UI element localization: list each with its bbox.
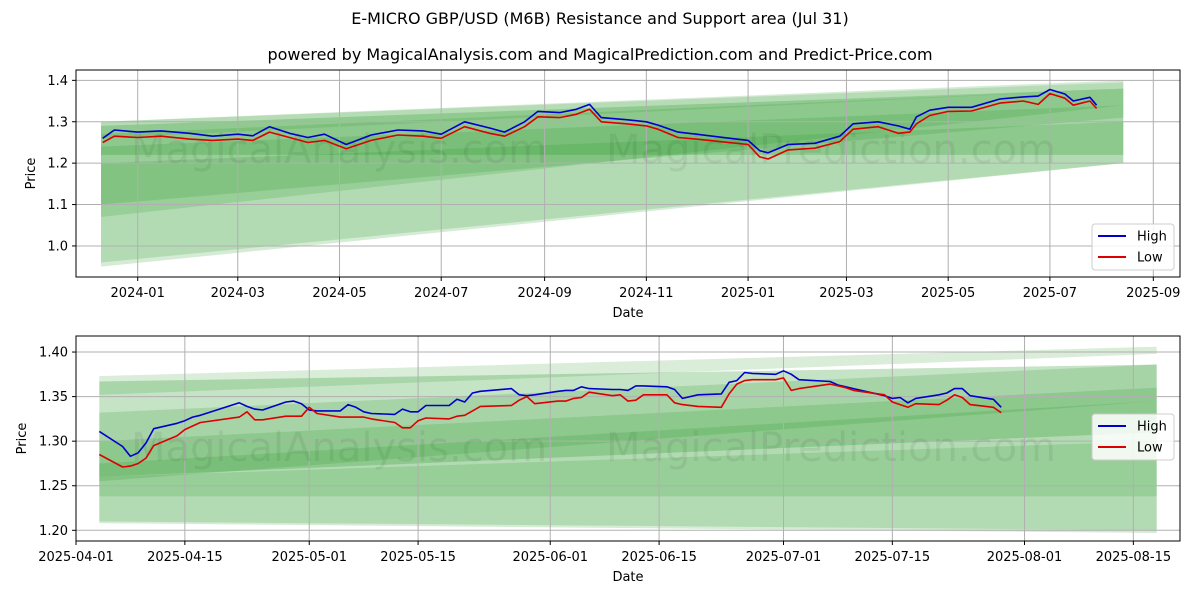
y-tick-label: 1.1 (47, 198, 68, 213)
legend-label-high: High (1137, 420, 1167, 435)
x-tick-label: 2025-01 (721, 286, 775, 301)
y-tick-label: 1.2 (47, 157, 68, 172)
x-tick-label: 2025-08-15 (1096, 550, 1172, 565)
y-tick-label: 1.4 (47, 74, 68, 89)
y-tick-label: 1.20 (39, 524, 68, 539)
x-tick-label: 2024-07 (414, 286, 468, 301)
y-axis-label: Price (15, 423, 30, 455)
series-line-high (102, 88, 1098, 154)
legend-label-low: Low (1137, 251, 1163, 266)
y-tick-label: 1.25 (39, 479, 68, 494)
legend: High Low (1091, 223, 1175, 271)
x-tick-label: 2025-04-01 (38, 550, 114, 565)
y-axis-label: Price (24, 158, 39, 190)
watermark-text: MagicalAnalysis.com (131, 425, 547, 471)
x-axis-label: Date (612, 306, 643, 321)
y-tick-label: 1.40 (39, 346, 68, 361)
support-resistance-band (101, 80, 1124, 267)
x-tick-label: 2024-09 (517, 286, 571, 301)
axes-frame (75, 335, 1181, 542)
x-tick-label: 2025-07-15 (855, 550, 931, 565)
x-tick-label: 2025-07-01 (746, 550, 822, 565)
x-tick-label: 2024-11 (619, 286, 673, 301)
x-tick-label: 2025-04-15 (147, 550, 223, 565)
series-line-high (98, 370, 1002, 458)
y-tick-label: 1.35 (39, 390, 68, 405)
x-tick-label: 2025-06-15 (621, 550, 697, 565)
x-tick-label: 2024-01 (111, 286, 165, 301)
y-tick-label: 1.3 (47, 115, 68, 130)
chart-panel-1: MagicalAnalysis.com MagicalPrediction.com… (24, 69, 1181, 321)
x-tick-label: 2025-05-15 (380, 550, 456, 565)
x-tick-label: 2025-09 (1126, 286, 1180, 301)
x-tick-label: 2024-05 (312, 286, 366, 301)
chart-panel-2: MagicalAnalysis.com MagicalPrediction.com… (15, 335, 1181, 585)
legend: High Low (1091, 413, 1175, 461)
watermark-text: MagicalPrediction.com (606, 425, 1056, 471)
plot-area: MagicalAnalysis.com MagicalPrediction.com (76, 336, 1180, 541)
watermark-text: MagicalPrediction.com (606, 127, 1056, 173)
x-tick-label: 2025-06-01 (512, 550, 588, 565)
y-tick-label: 1.30 (39, 435, 68, 450)
series-line-low (102, 92, 1098, 160)
chart-subtitle: powered by MagicalAnalysis.com and Magic… (267, 45, 933, 64)
plot-area: MagicalAnalysis.com MagicalPrediction.com (76, 70, 1180, 277)
support-resistance-band (101, 82, 1124, 139)
x-tick-label: 2025-07 (1023, 286, 1077, 301)
x-tick-label: 2024-03 (211, 286, 265, 301)
series-line-low (98, 377, 1002, 468)
legend-label-high: High (1137, 230, 1167, 245)
axes-frame (75, 69, 1181, 278)
x-tick-label: 2025-05-01 (271, 550, 347, 565)
x-tick-label: 2025-03 (819, 286, 873, 301)
legend-label-low: Low (1137, 441, 1163, 456)
support-resistance-band (101, 88, 1124, 205)
y-tick-label: 1.0 (47, 239, 68, 254)
x-tick-label: 2025-08-01 (987, 550, 1063, 565)
x-axis-label: Date (612, 570, 643, 585)
support-resistance-band (101, 121, 1124, 263)
chart-title: E-MICRO GBP/USD (M6B) Resistance and Sup… (351, 9, 849, 28)
x-tick-label: 2025-05 (921, 286, 975, 301)
support-resistance-band (101, 105, 1124, 217)
